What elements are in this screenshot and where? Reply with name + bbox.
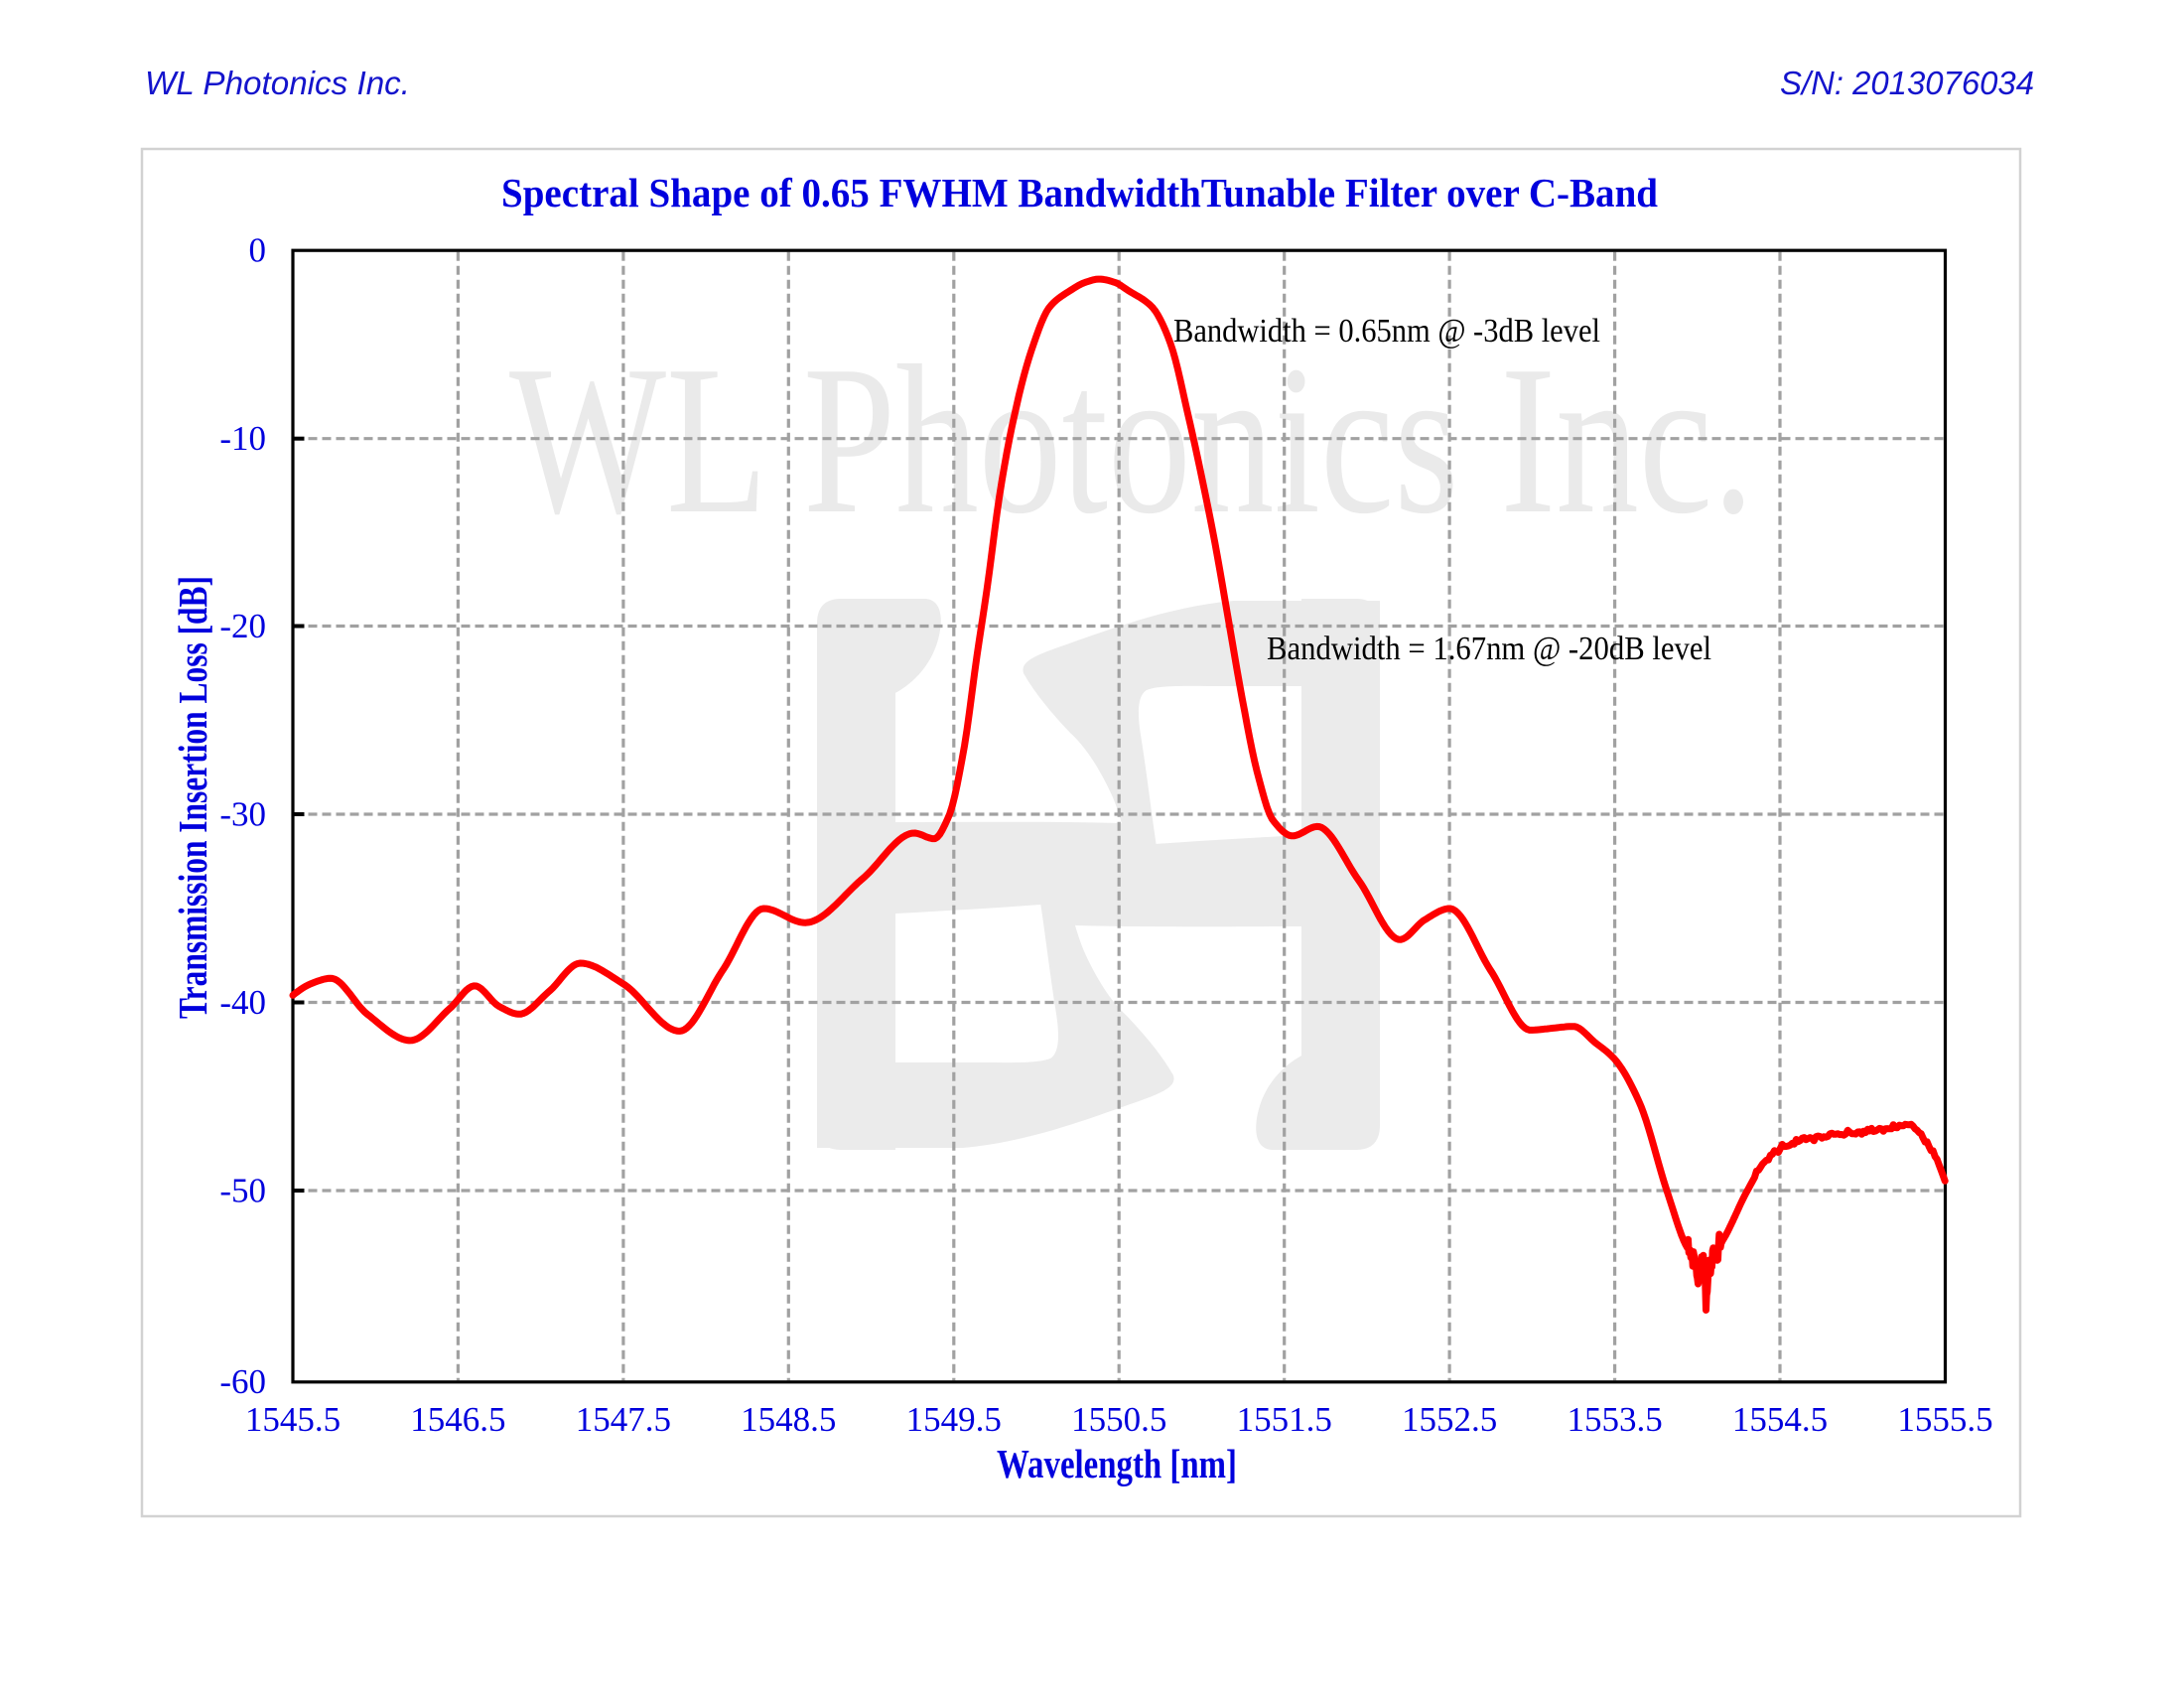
svg-text:1545.5: 1545.5 <box>245 1400 341 1439</box>
svg-text:-40: -40 <box>219 983 266 1022</box>
svg-text:-50: -50 <box>219 1171 266 1209</box>
svg-text:Bandwidth = 1.67nm @ -20dB lev: Bandwidth = 1.67nm @ -20dB level <box>1267 631 1711 667</box>
svg-text:1555.5: 1555.5 <box>1897 1400 1992 1439</box>
svg-text:Transmission Insertion Loss [d: Transmission Insertion Loss [dB] <box>170 576 215 1019</box>
svg-text:1551.5: 1551.5 <box>1237 1400 1332 1439</box>
svg-text:S/N: 2013076034: S/N: 2013076034 <box>1780 65 2034 101</box>
svg-text:1548.5: 1548.5 <box>741 1400 836 1439</box>
svg-text:-10: -10 <box>219 419 266 458</box>
svg-text:1553.5: 1553.5 <box>1567 1400 1662 1439</box>
svg-text:WL Photonics Inc.: WL Photonics Inc. <box>145 65 410 101</box>
svg-text:-30: -30 <box>219 794 266 833</box>
svg-text:1546.5: 1546.5 <box>410 1400 505 1439</box>
svg-text:1552.5: 1552.5 <box>1402 1400 1497 1439</box>
svg-text:0: 0 <box>249 231 267 270</box>
svg-text:-60: -60 <box>219 1362 266 1401</box>
svg-text:-20: -20 <box>219 607 266 645</box>
svg-text:Spectral Shape of 0.65 FWHM Ba: Spectral Shape of 0.65 FWHM BandwidthTun… <box>501 170 1658 215</box>
svg-text:1547.5: 1547.5 <box>576 1400 671 1439</box>
svg-text:1550.5: 1550.5 <box>1071 1400 1166 1439</box>
svg-text:1554.5: 1554.5 <box>1732 1400 1828 1439</box>
svg-text:Bandwidth = 0.65nm @ -3dB leve: Bandwidth = 0.65nm @ -3dB level <box>1173 313 1600 350</box>
svg-text:Wavelength [nm]: Wavelength [nm] <box>997 1441 1237 1486</box>
svg-text:1549.5: 1549.5 <box>906 1400 1002 1439</box>
